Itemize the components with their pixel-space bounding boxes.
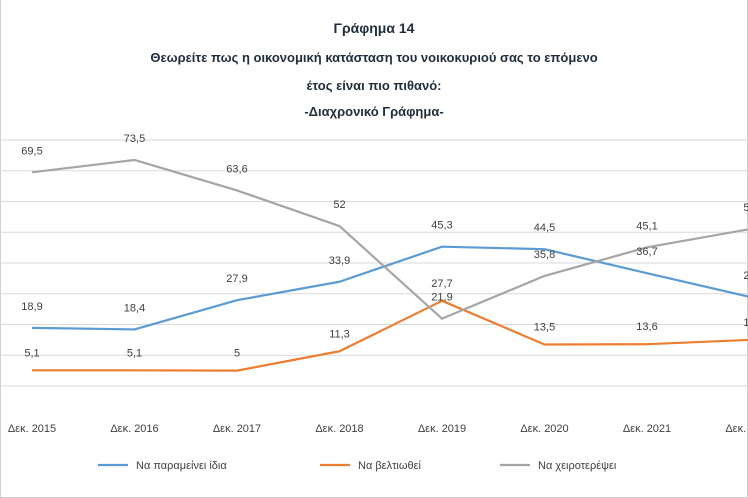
data-label: 44,5 [534,222,555,234]
data-label: 13,6 [636,321,657,333]
data-label: 45,3 [431,220,452,232]
data-label: 51 [743,202,748,214]
data-labels: 18,9 18,4 27,9 33,9 45,3 44,5 36,7 29 5,1 5,1 5 11,… [21,133,748,360]
x-tick-label: Δεκ. 2020 [520,423,568,435]
data-label: 45,1 [636,220,657,232]
data-label: 52 [333,199,345,211]
series-line-0 [31,245,748,331]
data-label: 36,7 [636,246,657,258]
data-label: 5,1 [127,347,142,359]
x-tick-label: Δεκ. 2015 [8,423,56,435]
chart-subtitle-line-2: έτος είναι πιο πιθανό: [306,78,442,93]
legend: Να παραμείνει ίδια Να βελτιωθεί Να χειροτε… [98,460,617,472]
data-label: 69,5 [21,145,42,157]
legend-label: Να βελτιωθεί [358,460,421,472]
data-label: 35,8 [534,249,555,261]
x-tick-label: Δεκ. 2019 [418,423,466,435]
data-label: 21,9 [431,292,452,304]
gridlines [0,139,748,387]
x-tick-label: Δεκ. 2017 [213,423,261,435]
series-line-1 [32,299,748,372]
chart-subtitle-line-3: -Διαχρονικό Γράφημα- [304,104,444,119]
legend-label: Να χειροτερέψει [538,460,617,472]
series-lines [31,158,748,372]
data-label: 5,1 [24,347,39,359]
data-label: 29 [743,270,748,282]
data-label: 18,9 [21,301,42,313]
data-label: 13,5 [534,321,555,333]
chart-subtitle-line-1: Θεωρείτε πως η οικονομική κατάσταση του … [150,50,598,65]
x-tick-label: Δεκ. 2022 [725,423,748,435]
chart-title: Γράφημα 14 [333,20,415,36]
data-label: 27,9 [226,273,247,285]
x-tick-label: Δεκ. 2021 [623,423,671,435]
data-label: 63,6 [226,163,247,175]
series-line-2 [31,158,748,320]
data-label: 33,9 [329,255,350,267]
data-label: 15 [743,317,748,329]
data-label: 73,5 [124,133,145,145]
x-tick-label: Δεκ. 2016 [110,423,158,435]
data-label: 11,3 [329,328,350,340]
data-label: 27,7 [431,278,452,290]
data-label: 18,4 [124,302,145,314]
x-tick-label: Δεκ. 2018 [315,423,363,435]
data-label: 5 [234,348,240,360]
x-axis: Δεκ. 2015 Δεκ. 2016 Δεκ. 2017 Δεκ. 2018 Δεκ.… [8,423,748,435]
legend-label: Να παραμείνει ίδια [136,460,227,472]
